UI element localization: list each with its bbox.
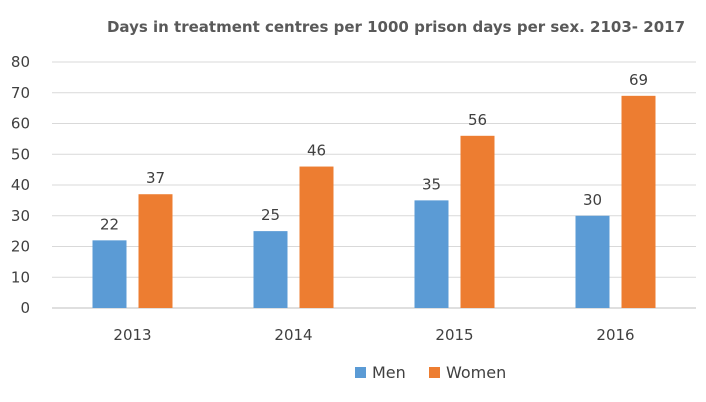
legend-swatch-men [355, 367, 366, 378]
bar-men-2016 [575, 215, 610, 308]
data-label-women-2016: 69 [629, 71, 648, 89]
x-axis-ticks: 2013 2014 2015 2016 [113, 326, 634, 344]
chart-title: Days in treatment centres per 1000 priso… [107, 18, 685, 36]
data-label-men-2013: 22 [100, 215, 119, 233]
bar-women-2014 [299, 166, 334, 308]
data-label-women-2014: 46 [307, 142, 326, 160]
data-label-men-2016: 30 [583, 191, 602, 209]
y-tick-label: 30 [11, 207, 30, 225]
bars [92, 95, 656, 308]
bar-women-2013 [138, 194, 173, 308]
y-tick-label: 10 [11, 268, 30, 286]
x-tick-label: 2015 [435, 326, 473, 344]
bar-women-2016 [621, 95, 656, 308]
y-tick-label: 0 [20, 299, 30, 317]
y-tick-label: 50 [11, 145, 30, 163]
data-label-women-2015: 56 [468, 111, 487, 129]
y-tick-label: 80 [11, 53, 30, 71]
data-label-men-2015: 35 [422, 175, 441, 193]
x-tick-label: 2013 [113, 326, 151, 344]
bar-men-2013 [92, 240, 127, 308]
y-axis-ticks: 0 10 20 30 40 50 60 70 80 [11, 53, 30, 317]
data-labels: 22 37 25 46 35 56 30 69 [100, 71, 648, 234]
y-tick-label: 20 [11, 238, 30, 256]
legend-swatch-women [429, 367, 440, 378]
x-tick-label: 2014 [274, 326, 312, 344]
legend-label-men: Men [372, 363, 406, 382]
bar-men-2015 [414, 200, 449, 308]
y-tick-label: 70 [11, 84, 30, 102]
legend: Men Women [355, 363, 506, 382]
y-tick-label: 40 [11, 176, 30, 194]
data-label-men-2014: 25 [261, 206, 280, 224]
legend-label-women: Women [446, 363, 506, 382]
bar-men-2014 [253, 231, 288, 308]
data-label-women-2013: 37 [146, 169, 165, 187]
bar-women-2015 [460, 135, 495, 308]
y-tick-label: 60 [11, 115, 30, 133]
x-tick-label: 2016 [596, 326, 634, 344]
